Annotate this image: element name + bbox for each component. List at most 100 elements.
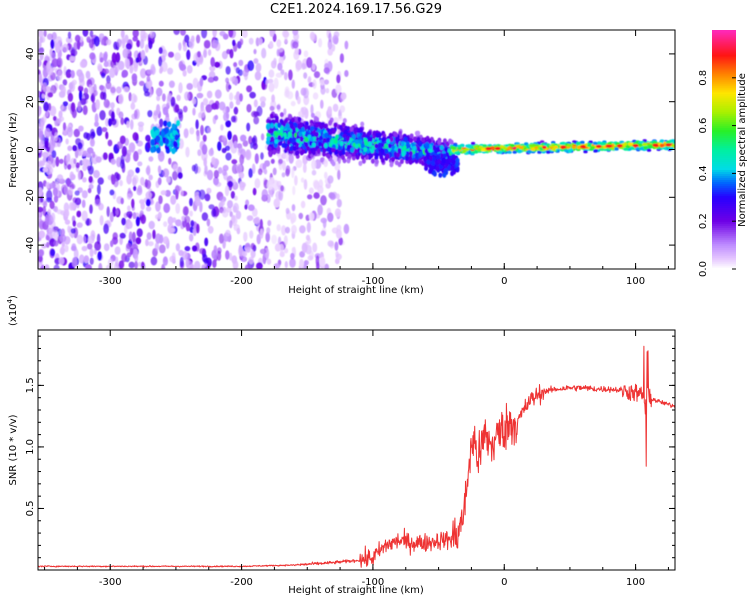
- spectrogram-noise-mark: [50, 248, 56, 257]
- colorbar-strip: [712, 255, 736, 258]
- spectrogram-noise-mark: [336, 74, 341, 84]
- spectrogram-noise-mark: [51, 52, 56, 60]
- spectrogram-noise-mark: [158, 56, 163, 67]
- spectrogram-band-mark: [351, 155, 356, 161]
- spectrogram-noise-mark: [327, 212, 334, 223]
- snr-y-tick-label: 0.5: [25, 501, 36, 517]
- spectrogram-noise-mark: [60, 184, 68, 195]
- spectrogram-band-mark: [432, 171, 437, 177]
- spectrogram-noise-mark: [152, 229, 156, 240]
- spectrogram-noise-mark: [139, 39, 145, 49]
- spectrogram-noise-mark: [180, 30, 186, 36]
- spectrogram-noise-mark: [248, 256, 254, 265]
- spectrogram-noise-mark: [89, 128, 95, 140]
- spectrogram-noise-mark: [137, 161, 143, 167]
- spectrogram-noise-mark: [126, 58, 130, 70]
- spectrogram-carrier-mark: [590, 145, 595, 150]
- spectrogram-noise-mark: [194, 260, 201, 269]
- spectrogram-noise-mark: [248, 37, 254, 45]
- spectrogram-y-tick-label: -40: [25, 237, 36, 253]
- spectrogram-noise-mark: [178, 249, 184, 257]
- spectrogram-noise-mark: [168, 227, 176, 233]
- spectrogram-band-mark: [299, 136, 304, 142]
- spectrogram-noise-mark: [157, 177, 162, 186]
- spectrogram-band-mark: [448, 138, 453, 144]
- spectrogram-noise-mark: [244, 264, 251, 269]
- spectrogram-noise-mark: [344, 70, 349, 77]
- colorbar-strip: [712, 30, 736, 33]
- spectrogram-carrier-mark: [512, 146, 517, 150]
- spectrogram-band-mark: [387, 143, 392, 149]
- spectrogram-carrier-mark: [510, 144, 515, 148]
- spectrogram-carrier-mark: [507, 150, 512, 154]
- spectrogram-noise-mark: [113, 65, 118, 73]
- spectrogram-noise-mark: [189, 127, 195, 135]
- spectrogram-cluster-mark: [166, 121, 172, 128]
- spectrogram-noise-mark: [204, 237, 209, 247]
- spectrogram-cluster-mark: [156, 147, 161, 154]
- spectrogram-noise-mark: [320, 230, 326, 237]
- spectrogram-noise-mark: [207, 127, 211, 133]
- spectrogram-noise-mark: [225, 152, 232, 161]
- spectrogram-noise-mark: [212, 30, 217, 38]
- colorbar-strip: [712, 129, 736, 133]
- spectrogram-noise-mark: [90, 94, 94, 102]
- spectrogram-band-mark: [326, 153, 331, 159]
- spectrogram-noise-mark: [133, 109, 138, 119]
- spectrogram-band-mark: [361, 158, 366, 164]
- spectrogram-band-mark: [354, 139, 359, 145]
- spectrogram-peak-mark: [632, 144, 639, 148]
- spectrogram-noise-mark: [103, 243, 110, 252]
- spectrogram-noise-mark: [51, 150, 57, 159]
- spectrogram-noise-mark: [162, 168, 170, 178]
- colorbar-gradient: [712, 30, 736, 270]
- spectrogram-band-mark: [445, 159, 450, 165]
- spectrogram-noise-mark: [276, 224, 281, 232]
- spectrogram-noise-mark: [299, 225, 306, 234]
- spectrogram-band-mark: [405, 151, 410, 157]
- spectrogram-band-mark: [308, 140, 313, 146]
- colorbar-strip: [712, 33, 736, 37]
- spectrogram-noise-mark: [315, 255, 320, 267]
- spectrogram-noise-mark: [58, 158, 64, 164]
- spectrogram-noise-mark: [77, 170, 81, 181]
- spectrogram-peak-mark: [560, 145, 567, 149]
- spectrogram-noise-mark: [246, 85, 253, 93]
- spectrogram-noise-mark: [89, 52, 96, 60]
- spectrogram-noise-mark: [203, 258, 209, 264]
- spectrogram-band-mark: [442, 153, 447, 159]
- spectrogram-noise-mark: [120, 30, 125, 39]
- spectrogram-noise-mark: [106, 39, 112, 46]
- spectrogram-noise-mark: [145, 78, 153, 89]
- spectrogram-noise-mark: [292, 30, 299, 36]
- spectrogram-noise-mark: [67, 163, 72, 170]
- spectrogram-band-mark: [298, 131, 303, 137]
- spectrogram-noise-mark: [128, 231, 133, 242]
- spectrogram-noise-mark: [327, 48, 334, 56]
- spectrogram-noise-mark: [278, 243, 284, 252]
- spectrogram-noise-mark: [118, 111, 124, 119]
- spectrogram-carrier-mark: [506, 146, 511, 150]
- spectrogram-noise-mark: [69, 56, 76, 62]
- spectrogram-band-mark: [328, 120, 333, 126]
- spectrogram-noise-mark: [272, 167, 277, 176]
- spectrogram-noise-mark: [140, 214, 146, 225]
- spectrogram-noise-mark: [313, 192, 320, 199]
- spectrogram-noise-mark: [107, 258, 114, 267]
- spectrogram-noise-mark: [213, 176, 219, 186]
- spectrogram-band-mark: [285, 123, 290, 129]
- spectrogram-noise-mark: [119, 135, 126, 145]
- spectrogram-band-mark: [374, 159, 379, 165]
- colorbar-strip: [712, 61, 736, 65]
- spectrogram-noise-mark: [133, 61, 138, 73]
- spectrogram-noise-mark: [77, 101, 82, 112]
- spectrogram-noise-mark: [299, 258, 304, 269]
- spectrogram-noise-mark: [254, 153, 259, 165]
- spectrogram-band-mark: [380, 147, 384, 153]
- spectrogram-noise-mark: [307, 194, 313, 200]
- spectrogram-noise-mark: [210, 57, 215, 67]
- spectrogram-band-mark: [450, 170, 455, 177]
- spectrogram-noise-mark: [103, 99, 110, 108]
- colorbar-strip: [712, 221, 736, 224]
- colorbar-strip: [712, 55, 736, 59]
